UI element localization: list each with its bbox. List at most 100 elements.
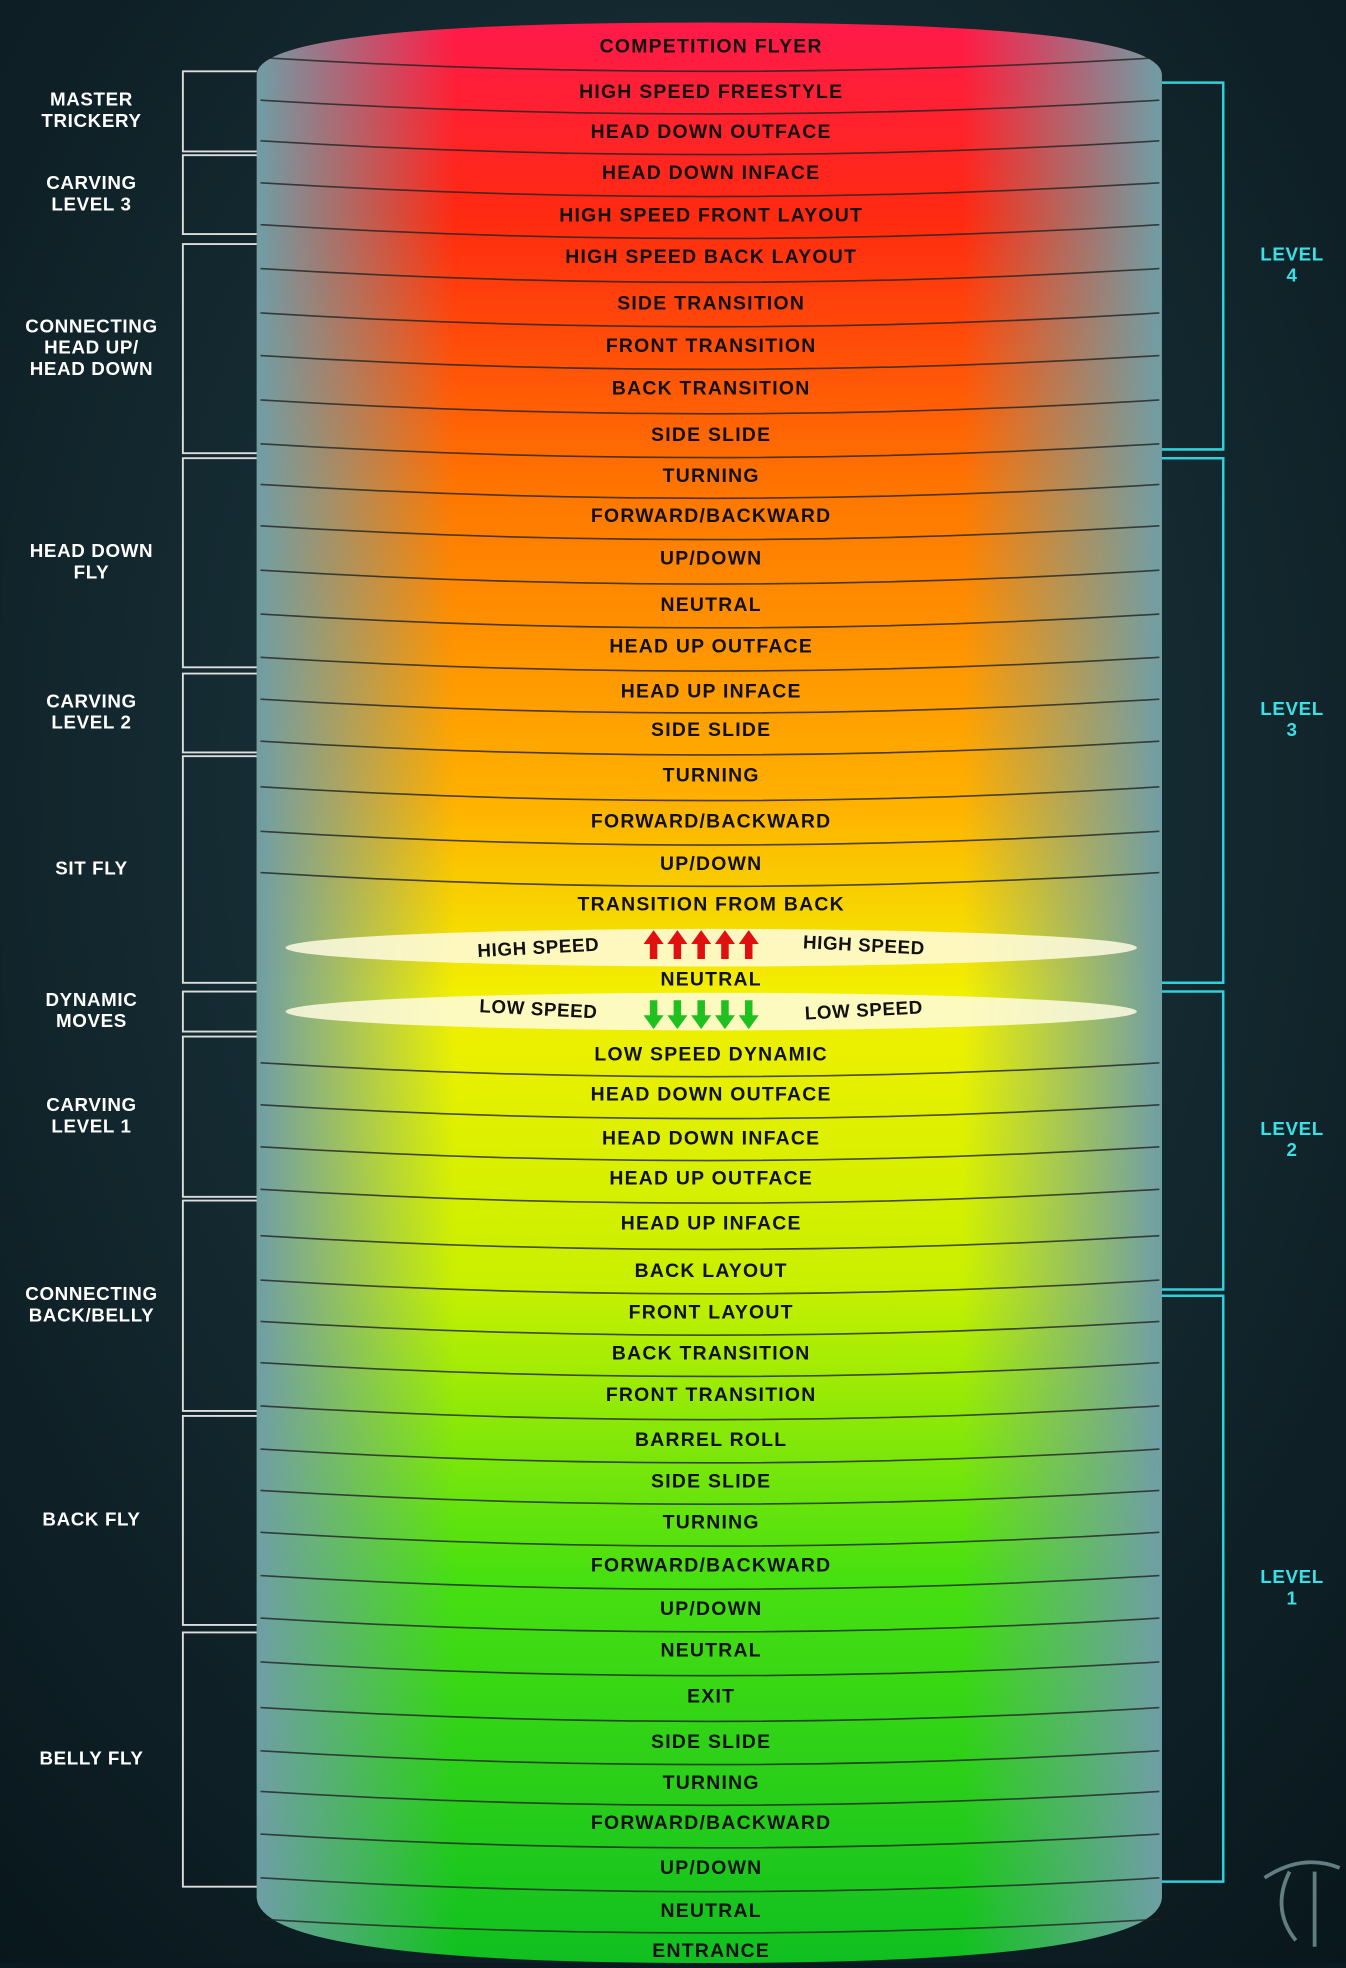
group-bracket (181, 755, 257, 984)
row-label: HIGH SPEED BACK LAYOUT (565, 246, 857, 268)
level-label: 1 (1287, 1587, 1298, 1608)
row-label: TRANSITION FROM BACK (577, 893, 844, 915)
row-label: HEAD UP OUTFACE (609, 1167, 813, 1189)
level-label: 4 (1287, 265, 1298, 286)
row-divider (260, 830, 1160, 846)
row-divider (260, 1279, 1160, 1295)
level-label: 3 (1287, 719, 1298, 740)
group-label: CONNECTING (25, 315, 157, 336)
logo (1263, 1860, 1341, 1947)
high-speed-band (285, 928, 1137, 967)
row-label: SIDE SLIDE (651, 1470, 771, 1492)
row-divider (260, 1361, 1160, 1378)
group-bracket (181, 70, 257, 153)
group-label: BELLY FLY (39, 1748, 143, 1769)
level-bracket (1161, 1294, 1225, 1883)
row-divider (260, 1574, 1160, 1591)
level-label: 2 (1287, 1139, 1298, 1160)
row-divider (260, 569, 1160, 585)
row-label: SIDE SLIDE (651, 424, 771, 446)
row-label: HEAD UP OUTFACE (609, 635, 813, 657)
row-divider (260, 524, 1160, 541)
row-divider (260, 354, 1160, 371)
row-divider (260, 1661, 1160, 1677)
row-label: UP/DOWN (660, 548, 762, 570)
row-label: LOW SPEED DYNAMIC (594, 1043, 828, 1065)
row-label: NEUTRAL (660, 594, 761, 616)
row-divider (260, 483, 1160, 500)
down-arrows (643, 1000, 759, 1030)
group-label: MASTER (50, 89, 133, 110)
row-divider (260, 871, 1160, 888)
row-divider (260, 1749, 1160, 1766)
row-label: TURNING (663, 764, 760, 786)
row-label: HIGH SPEED FRONT LAYOUT (559, 205, 863, 227)
cylinder-shade (256, 22, 1162, 1964)
group-label: CARVING (46, 690, 137, 711)
level-bracket (1161, 990, 1225, 1291)
row-label: HEAD UP INFACE (621, 680, 802, 702)
row-divider (260, 312, 1160, 328)
row-divider (260, 1234, 1160, 1251)
row-divider (260, 1617, 1160, 1633)
row-divider (260, 1320, 1160, 1336)
group-label: BACK FLY (42, 1508, 140, 1529)
group-label: MOVES (56, 1010, 127, 1031)
row-divider (260, 1448, 1160, 1464)
row-label: FORWARD/BACKWARD (591, 1812, 832, 1834)
row-divider (260, 99, 1160, 115)
row-divider (260, 740, 1160, 756)
row-label: UP/DOWN (660, 1598, 762, 1620)
row-label: UP/DOWN (660, 853, 762, 875)
group-bracket (181, 1414, 257, 1626)
group-label: LEVEL 2 (51, 712, 131, 733)
row-label: NEUTRAL (660, 1900, 761, 1922)
row-divider (260, 399, 1160, 415)
group-label: CARVING (46, 1094, 137, 1115)
row-label: NEUTRAL (660, 968, 761, 990)
row-label: BACK LAYOUT (635, 1260, 788, 1282)
group-bracket (181, 457, 257, 669)
level-label: LEVEL (1260, 243, 1324, 264)
group-bracket (181, 1199, 257, 1412)
row-divider (260, 442, 1160, 459)
row-divider (260, 1790, 1160, 1807)
row-label: SIDE SLIDE (651, 1731, 771, 1753)
row-label: HEAD DOWN OUTFACE (591, 121, 832, 143)
group-bracket (181, 672, 257, 754)
group-label: CONNECTING (25, 1283, 157, 1304)
row-divider (260, 1188, 1160, 1204)
row-divider (260, 181, 1160, 198)
row-dividers (260, 56, 1160, 1934)
row-label: EXIT (687, 1686, 735, 1708)
group-label: DYNAMIC (46, 989, 138, 1010)
level-label: LEVEL (1260, 1118, 1324, 1139)
row-label: BACK TRANSITION (612, 1343, 811, 1365)
row-label: BACK TRANSITION (612, 377, 811, 399)
row-label: FRONT TRANSITION (606, 1384, 817, 1406)
row-divider (260, 1104, 1160, 1120)
group-label: HEAD UP/ (44, 337, 139, 358)
row-label: NEUTRAL (660, 1639, 761, 1661)
group-bracket (181, 154, 257, 236)
row-divider (260, 223, 1160, 240)
row-divider (260, 786, 1160, 802)
row-label: HEAD DOWN OUTFACE (591, 1084, 832, 1106)
row-label: HIGH SPEED FREESTYLE (579, 81, 843, 103)
group-bracket (181, 990, 257, 1033)
row-divider (260, 56, 1160, 73)
low-speed-band (285, 992, 1137, 1031)
row-label: SIDE TRANSITION (617, 292, 805, 314)
group-bracket (181, 243, 257, 455)
group-label: FLY (74, 561, 110, 582)
level-bracket (1161, 81, 1225, 451)
row-label: TURNING (663, 1772, 760, 1794)
group-label: LEVEL 1 (51, 1115, 131, 1136)
row-label: FORWARD/BACKWARD (591, 811, 832, 833)
row-label: TURNING (663, 1512, 760, 1534)
group-bracket (181, 1035, 257, 1198)
group-label: LEVEL 3 (51, 193, 131, 214)
row-label: COMPETITION FLYER (600, 36, 823, 58)
